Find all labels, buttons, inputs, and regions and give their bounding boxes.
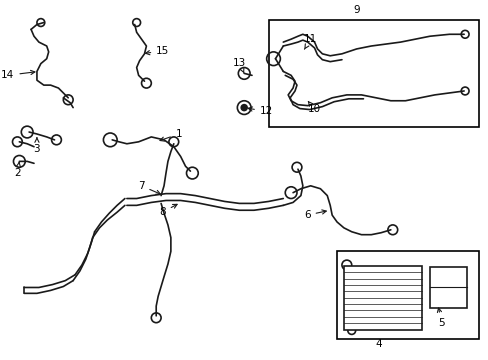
Text: 12: 12 xyxy=(247,107,272,116)
Text: 10: 10 xyxy=(307,102,321,114)
Bar xyxy=(268,19,478,127)
Text: 15: 15 xyxy=(145,46,169,56)
Text: 1: 1 xyxy=(160,129,182,141)
Text: 4: 4 xyxy=(375,339,382,349)
Text: 6: 6 xyxy=(304,210,325,220)
Bar xyxy=(336,251,478,339)
Text: 14: 14 xyxy=(1,70,35,80)
Text: 11: 11 xyxy=(304,34,317,49)
Bar xyxy=(429,267,466,308)
Text: 8: 8 xyxy=(159,204,177,217)
Text: 2: 2 xyxy=(14,162,20,178)
Bar xyxy=(343,266,421,329)
Text: 13: 13 xyxy=(232,58,245,73)
Circle shape xyxy=(241,105,246,111)
Text: 5: 5 xyxy=(436,308,444,328)
Text: 9: 9 xyxy=(352,5,359,15)
Text: 7: 7 xyxy=(138,181,160,194)
Text: 3: 3 xyxy=(34,138,40,154)
